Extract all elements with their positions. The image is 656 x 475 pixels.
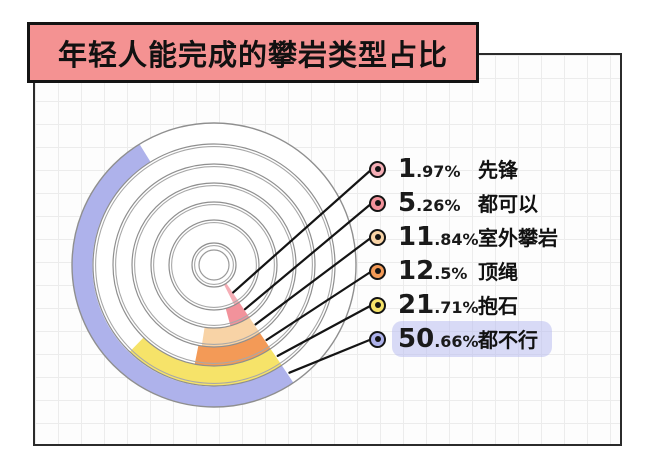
legend-item-dingsheng: 12.5% 顶绳 [360,254,572,288]
legend-value: 12.5% [398,256,468,286]
legend-bullet-icon [369,330,386,348]
legend-label: 都可以 [478,192,538,216]
legend-entry: 12.5% 顶绳 [392,253,532,289]
legend-value: 21.71% [398,290,479,320]
arc-segment-都不行 [71,144,294,408]
leader-line-先锋 [232,167,374,294]
legend-label: 顶绳 [478,260,518,284]
leader-line-顶绳 [265,269,374,342]
legend-bullet-icon [369,160,386,178]
ring-outline [168,219,260,311]
ring-outline [134,185,294,345]
bullet-dot-icon [374,336,381,342]
legend-value: 1.97% [398,154,461,184]
legend-bullet-icon [369,296,386,314]
legend-bullet-icon [369,262,386,280]
legend-item-xianfeng: 1.97% 先锋 [360,152,572,186]
bullet-dot-icon [374,200,381,206]
arc-segment-都可以 [225,302,250,326]
legend-value: 50.66% [398,324,479,354]
legend-value: 11.84% [398,222,479,252]
legend-entry: 11.84% 室外攀岩 [392,219,572,255]
legend-item-shiwaipanyan: 11.84% 室外攀岩 [360,220,572,254]
ring-outline [191,242,237,288]
legend-entry: 5.26% 都可以 [392,185,552,221]
legend-item-doukeyi: 5.26% 都可以 [360,186,572,220]
legend-label: 先锋 [478,158,518,182]
ring-outline [194,245,234,285]
legend-label: 抱石 [478,294,518,318]
ring-outline-center [198,249,230,281]
ring-outline-outer [71,122,357,408]
legend-label: 室外攀岩 [478,226,558,250]
leader-line-都可以 [243,201,374,311]
legend-label: 都不行 [478,328,538,352]
legend-entry: 50.66% 都不行 [392,321,552,357]
legend-bullet-icon [369,228,386,246]
bullet-dot-icon [374,234,381,240]
legend-item-baoshi: 21.71% 抱石 [360,288,572,322]
bullet-dot-icon [374,302,381,308]
bullet-dot-icon [374,268,381,274]
leader-line-抱石 [276,303,374,357]
bullet-dot-icon [374,166,381,172]
ring-outline [150,201,278,329]
legend-entry: 21.71% 抱石 [392,287,532,323]
arc-segment-室外攀岩 [201,317,260,348]
leader-line-都不行 [288,337,374,374]
legend-entry: 1.97% 先锋 [392,151,532,187]
arc-segment-先锋 [224,283,240,306]
ring-outline [171,222,257,308]
arc-segment-顶绳 [194,333,271,366]
chart-legend: 1.97% 先锋 5.26% 都可以 11.84% 室外攀岩 12.5% 顶绳 [360,152,572,357]
ring-outline [115,166,313,364]
leader-line-室外攀岩 [254,235,374,326]
ring-outline [112,163,316,367]
legend-item-doubuxing: 50.66% 都不行 [360,321,572,357]
page-title: 年轻人能完成的攀岩类型占比 [27,22,479,83]
legend-bullet-icon [369,194,386,212]
legend-value: 5.26% [398,188,461,218]
ring-outline [95,146,333,384]
ring-outline [153,204,275,326]
ring-outline [131,182,297,348]
